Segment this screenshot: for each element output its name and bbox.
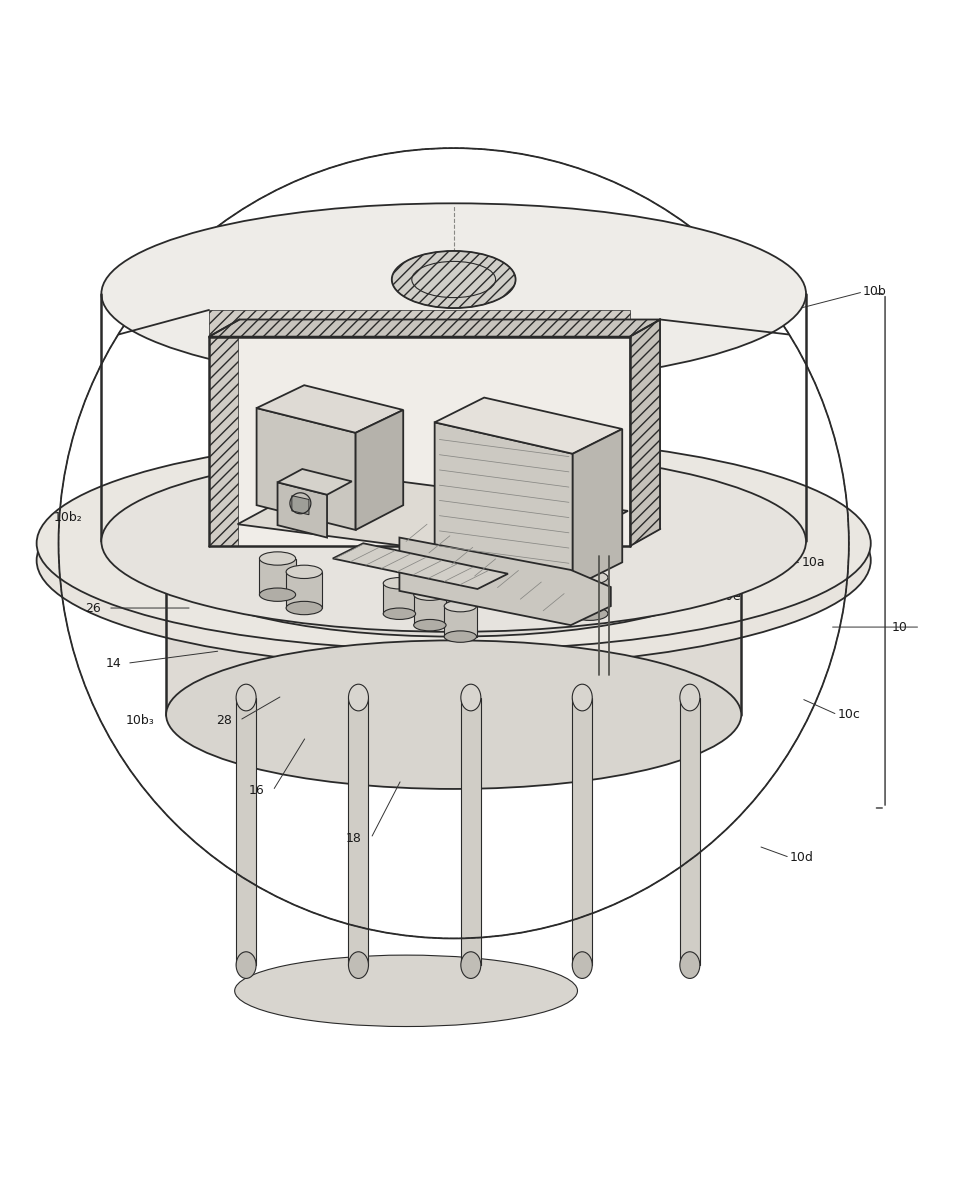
Ellipse shape xyxy=(286,565,322,578)
Ellipse shape xyxy=(36,454,871,667)
Text: 10e: 10e xyxy=(717,590,741,603)
Ellipse shape xyxy=(680,952,700,978)
Ellipse shape xyxy=(235,955,578,1027)
Ellipse shape xyxy=(166,488,741,637)
Text: 10b₁: 10b₁ xyxy=(658,528,688,541)
Polygon shape xyxy=(383,583,415,614)
Ellipse shape xyxy=(414,620,446,631)
Ellipse shape xyxy=(166,640,741,789)
Ellipse shape xyxy=(572,952,592,978)
Text: 30: 30 xyxy=(314,581,329,594)
Polygon shape xyxy=(572,577,608,614)
Text: 16: 16 xyxy=(249,784,265,797)
Text: 18: 18 xyxy=(346,832,362,845)
Polygon shape xyxy=(257,408,355,530)
Ellipse shape xyxy=(444,631,477,643)
Polygon shape xyxy=(630,320,660,546)
Text: 10b: 10b xyxy=(863,285,887,298)
Ellipse shape xyxy=(349,952,369,978)
Text: 10a: 10a xyxy=(801,555,825,569)
Polygon shape xyxy=(209,336,238,546)
Text: 10b₂: 10b₂ xyxy=(53,511,82,524)
Polygon shape xyxy=(166,563,741,715)
Polygon shape xyxy=(209,310,630,336)
Ellipse shape xyxy=(680,685,700,711)
Ellipse shape xyxy=(236,685,256,711)
Text: 10d: 10d xyxy=(790,851,814,864)
Polygon shape xyxy=(278,482,327,537)
Polygon shape xyxy=(547,564,584,600)
Text: 10b₃: 10b₃ xyxy=(125,713,154,727)
Ellipse shape xyxy=(572,571,608,584)
Text: 10: 10 xyxy=(892,620,907,633)
Polygon shape xyxy=(349,698,369,965)
Ellipse shape xyxy=(461,685,480,711)
Text: 28: 28 xyxy=(216,713,231,727)
Ellipse shape xyxy=(392,251,516,308)
Ellipse shape xyxy=(444,601,477,612)
Ellipse shape xyxy=(547,557,584,570)
Text: 10c: 10c xyxy=(838,709,860,721)
Polygon shape xyxy=(278,469,351,494)
Polygon shape xyxy=(292,496,309,515)
Text: 24: 24 xyxy=(238,581,253,594)
Polygon shape xyxy=(209,320,660,336)
Polygon shape xyxy=(260,559,296,595)
Text: 10b₁: 10b₁ xyxy=(516,278,544,291)
Polygon shape xyxy=(572,698,592,965)
Polygon shape xyxy=(573,429,623,587)
Polygon shape xyxy=(209,336,630,546)
Ellipse shape xyxy=(414,589,446,601)
Ellipse shape xyxy=(260,552,296,565)
Ellipse shape xyxy=(101,203,806,384)
Polygon shape xyxy=(332,543,508,589)
Polygon shape xyxy=(238,473,628,563)
Polygon shape xyxy=(461,698,480,965)
Ellipse shape xyxy=(383,608,415,620)
Polygon shape xyxy=(444,606,477,637)
Polygon shape xyxy=(435,423,573,587)
Polygon shape xyxy=(414,595,446,625)
Polygon shape xyxy=(257,385,403,433)
Polygon shape xyxy=(435,397,623,454)
Ellipse shape xyxy=(101,451,806,632)
Ellipse shape xyxy=(572,607,608,620)
Ellipse shape xyxy=(349,685,369,711)
Ellipse shape xyxy=(572,685,592,711)
Ellipse shape xyxy=(36,437,871,650)
Ellipse shape xyxy=(547,593,584,606)
Polygon shape xyxy=(680,698,700,965)
Text: 20: 20 xyxy=(278,518,293,530)
Ellipse shape xyxy=(286,601,322,615)
Polygon shape xyxy=(355,409,403,530)
Ellipse shape xyxy=(461,952,480,978)
Polygon shape xyxy=(286,572,322,608)
Text: 26: 26 xyxy=(85,602,101,614)
Text: 12: 12 xyxy=(329,555,346,569)
Text: 14: 14 xyxy=(106,657,122,670)
Text: 22: 22 xyxy=(616,467,631,479)
Ellipse shape xyxy=(260,588,296,601)
Polygon shape xyxy=(236,698,256,965)
Ellipse shape xyxy=(236,952,256,978)
Ellipse shape xyxy=(383,577,415,589)
Polygon shape xyxy=(399,537,611,625)
